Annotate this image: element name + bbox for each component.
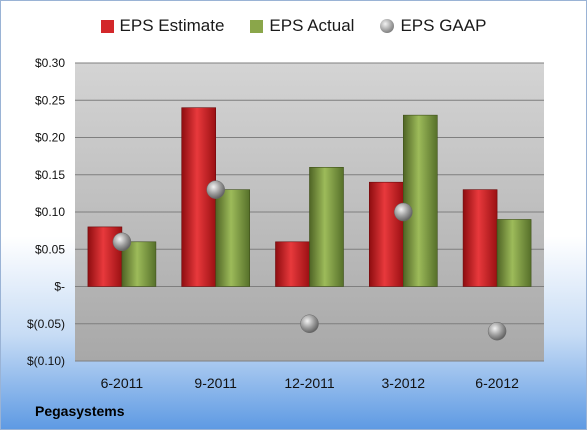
- y-tick-label: $0.20: [35, 131, 65, 145]
- bar-eps-estimate-6-2012: [462, 189, 498, 287]
- point-eps-gaap-3-2012: [394, 202, 413, 222]
- y-tick-label: $0.15: [35, 168, 65, 182]
- y-tick-label: $0.10: [35, 205, 65, 219]
- x-tick-label: 6-2011: [101, 375, 144, 391]
- bar-eps-actual-6-2012: [496, 219, 532, 287]
- legend-item-eps-estimate: EPS Estimate: [100, 16, 225, 36]
- legend-item-eps-actual: EPS Actual: [250, 16, 354, 36]
- point-eps-gaap-6-2011: [112, 232, 132, 252]
- bar-eps-actual-3-2012: [402, 114, 438, 287]
- legend-label: EPS Estimate: [119, 16, 225, 35]
- bar-eps-actual-9-2011: [215, 189, 250, 287]
- y-tick-label: $0.30: [35, 56, 65, 70]
- bar-eps-actual-6-2011: [121, 241, 157, 287]
- y-tick-label: $(0.05): [27, 317, 65, 331]
- chart-legend: EPS Estimate EPS Actual EPS GAAP: [1, 16, 586, 36]
- point-eps-gaap-9-2011: [206, 180, 225, 199]
- y-tick-label: $-: [54, 280, 65, 294]
- legend-label: EPS Actual: [269, 16, 355, 35]
- x-tick-label: 12-2011: [284, 375, 335, 391]
- legend-label: EPS GAAP: [400, 16, 487, 35]
- y-tick-label: $0.25: [35, 93, 65, 107]
- bar-eps-estimate-9-2011: [181, 107, 216, 287]
- bar-eps-estimate-12-2011: [275, 241, 310, 287]
- legend-item-eps-gaap: EPS GAAP: [380, 16, 486, 36]
- x-tick-label: 3-2012: [382, 375, 426, 391]
- point-eps-gaap-6-2012: [487, 321, 507, 341]
- y-tick-label: $0.05: [35, 242, 65, 256]
- x-tick-label: 9-2011: [194, 375, 237, 391]
- x-tick-label: 6-2012: [475, 375, 519, 391]
- y-tick-label: $(0.10): [27, 354, 65, 368]
- bar-eps-estimate-3-2012: [368, 181, 404, 287]
- legend-swatch: [100, 19, 114, 33]
- bar-eps-actual-12-2011: [309, 167, 344, 287]
- company-name: Pegasystems: [35, 403, 125, 419]
- point-eps-gaap-12-2011: [300, 314, 319, 333]
- legend-swatch: [250, 19, 264, 33]
- legend-swatch: [380, 19, 395, 33]
